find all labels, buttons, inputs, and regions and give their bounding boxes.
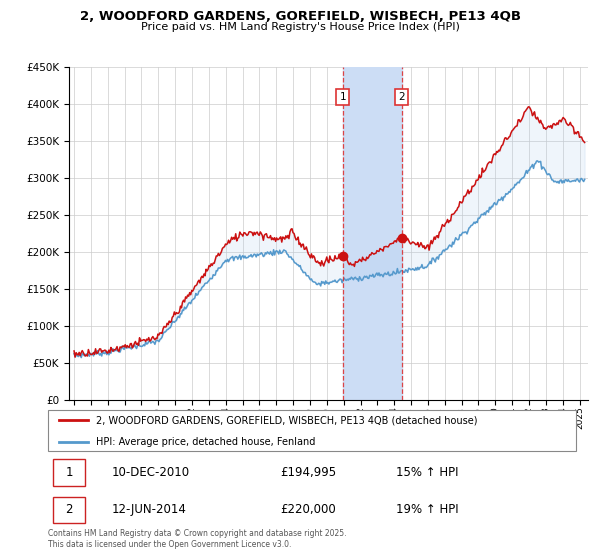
Text: 12-JUN-2014: 12-JUN-2014 — [112, 503, 186, 516]
Bar — [343, 67, 402, 400]
FancyBboxPatch shape — [53, 497, 85, 523]
Text: 10-DEC-2010: 10-DEC-2010 — [112, 466, 190, 479]
Text: 19% ↑ HPI: 19% ↑ HPI — [397, 503, 459, 516]
Text: HPI: Average price, detached house, Fenland: HPI: Average price, detached house, Fenl… — [95, 437, 315, 447]
FancyBboxPatch shape — [48, 410, 576, 451]
Text: 2, WOODFORD GARDENS, GOREFIELD, WISBECH, PE13 4QB (detached house): 2, WOODFORD GARDENS, GOREFIELD, WISBECH,… — [95, 415, 477, 425]
Text: Contains HM Land Registry data © Crown copyright and database right 2025.
This d: Contains HM Land Registry data © Crown c… — [48, 529, 347, 549]
Text: 1: 1 — [340, 92, 346, 102]
Text: 2, WOODFORD GARDENS, GOREFIELD, WISBECH, PE13 4QB: 2, WOODFORD GARDENS, GOREFIELD, WISBECH,… — [79, 10, 521, 23]
Text: £220,000: £220,000 — [280, 503, 336, 516]
Text: 2: 2 — [65, 503, 73, 516]
Text: Price paid vs. HM Land Registry's House Price Index (HPI): Price paid vs. HM Land Registry's House … — [140, 22, 460, 32]
Text: 2: 2 — [398, 92, 405, 102]
Text: 15% ↑ HPI: 15% ↑ HPI — [397, 466, 459, 479]
Text: 1: 1 — [65, 466, 73, 479]
Text: £194,995: £194,995 — [280, 466, 337, 479]
FancyBboxPatch shape — [53, 459, 85, 486]
